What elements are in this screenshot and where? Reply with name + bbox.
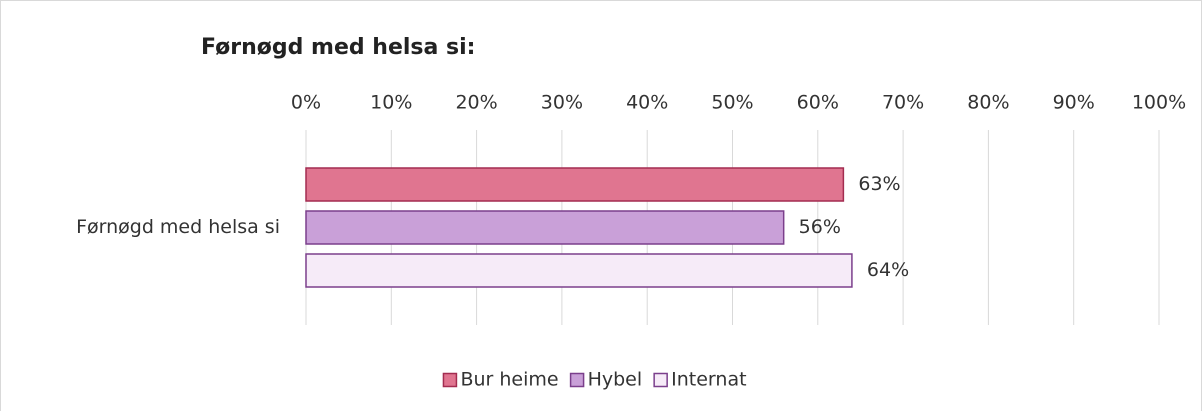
chart-title: Førnøgd med helsa si: [201,35,475,60]
legend-label: Bur heime [460,369,558,391]
legend-label: Internat [671,369,746,391]
y-tick-label: Førnøgd med helsa si [76,216,280,238]
bar [305,210,785,245]
legend-item: Hybel [569,369,643,391]
x-tick-label: 60% [797,92,839,114]
data-label: 64% [867,259,909,281]
x-tick-label: 20% [455,92,497,114]
bar [305,167,845,202]
legend-swatch [569,372,585,388]
x-tick-label: 0% [291,92,321,114]
x-tick-label: 30% [541,92,583,114]
legend-label: Hybel [588,369,643,391]
x-tick-label: 10% [370,92,412,114]
legend-item: Bur heime [442,369,559,391]
x-tick-label: 100% [1132,92,1186,114]
legend-swatch [653,372,668,388]
legend-swatch [442,372,458,388]
data-label: 56% [799,216,841,238]
x-tick-label: 40% [626,92,668,114]
x-tick-label: 80% [967,92,1009,114]
x-tick-label: 90% [1053,92,1095,114]
legend-item: Internat [653,369,747,391]
x-tick-label: 50% [711,92,753,114]
x-tick-label: 70% [882,92,924,114]
data-label: 63% [858,173,900,195]
bar [305,253,853,288]
